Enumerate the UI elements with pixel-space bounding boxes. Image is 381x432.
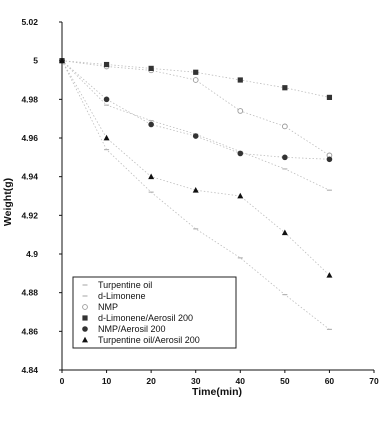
legend-label: Turpentine oil xyxy=(98,280,152,290)
x-axis-title: Time(min) xyxy=(192,386,242,398)
legend-marker xyxy=(82,315,88,321)
data-point xyxy=(192,133,199,139)
data-point xyxy=(148,173,155,180)
legend-marker xyxy=(82,326,88,332)
data-point xyxy=(237,108,244,114)
y-tick-label: 4.98 xyxy=(21,94,38,104)
y-tick-label: 4.92 xyxy=(21,210,38,220)
y-tick-label: 4.96 xyxy=(21,133,38,143)
x-tick-label: 70 xyxy=(369,376,379,386)
y-tick-label: 4.9 xyxy=(26,249,38,259)
x-tick-label: 60 xyxy=(325,376,335,386)
legend: Turpentine oild-LimoneneNMPd-Limonene/Ae… xyxy=(72,276,237,349)
legend-label: Turpentine oil/Aerosil 200 xyxy=(98,335,200,345)
data-point xyxy=(148,121,154,128)
data-point xyxy=(237,77,243,83)
data-point xyxy=(103,61,110,68)
data-point xyxy=(148,65,154,71)
legend-label: d-Limonene xyxy=(98,291,146,301)
x-tick-label: 40 xyxy=(236,376,246,386)
data-point xyxy=(192,77,199,83)
data-point xyxy=(326,156,333,163)
y-tick-label: 4.84 xyxy=(21,365,38,375)
legend-marker xyxy=(82,336,88,343)
legend-marker xyxy=(82,304,88,310)
data-point xyxy=(237,192,244,199)
x-tick-label: 10 xyxy=(102,376,112,386)
y-tick-label: 4.86 xyxy=(21,326,38,336)
data-point xyxy=(326,272,333,278)
data-point xyxy=(326,94,333,100)
y-tick-label: 5 xyxy=(33,56,38,66)
data-point xyxy=(282,85,288,91)
x-tick-label: 0 xyxy=(60,376,65,386)
x-tick-label: 30 xyxy=(191,376,201,386)
data-point xyxy=(282,123,288,130)
legend-label: NMP xyxy=(98,302,118,312)
data-point xyxy=(103,134,110,141)
axes: 4.84 4.86 4.88 4.9 4.92 4.94 4.96 4.98 5 5.02 0 10 2… xyxy=(21,17,379,386)
data-point xyxy=(103,96,110,103)
y-tick-label: 4.94 xyxy=(21,172,38,182)
legend-label: NMP/Aerosil 200 xyxy=(98,324,166,334)
x-tick-label: 50 xyxy=(280,376,290,386)
x-tick-label: 20 xyxy=(146,376,156,386)
series-layer xyxy=(59,57,333,330)
data-point xyxy=(282,154,288,161)
y-axis-title: Weight(g) xyxy=(2,178,14,226)
data-point xyxy=(193,69,199,75)
y-tick-label: 4.88 xyxy=(21,288,38,298)
legend-box xyxy=(72,276,237,349)
data-point xyxy=(192,187,199,193)
data-point xyxy=(281,229,288,236)
data-point xyxy=(237,150,244,157)
data-point xyxy=(59,57,65,64)
y-tick-label: 5.02 xyxy=(21,17,38,27)
legend-label: d-Limonene/Aerosil 200 xyxy=(98,313,193,323)
